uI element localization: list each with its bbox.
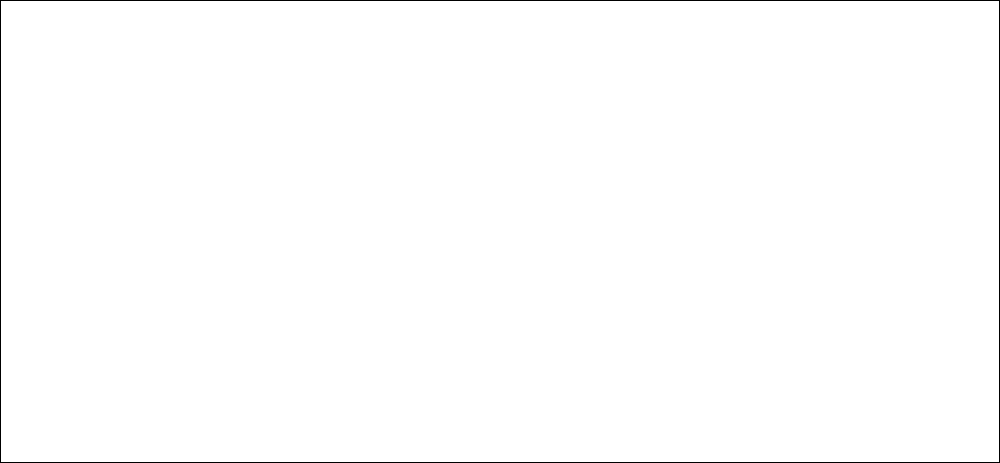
plot-frame: [0, 0, 1000, 463]
heatmap: [0, 0, 1000, 463]
